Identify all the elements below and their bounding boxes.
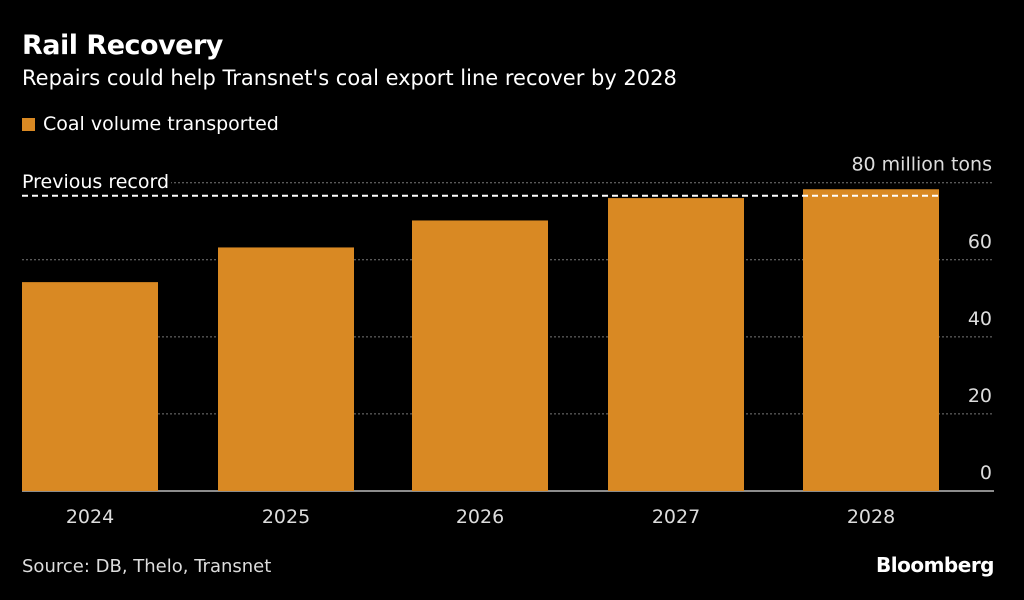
x-tick-label: 2024 xyxy=(66,506,114,528)
bar-2024 xyxy=(22,282,158,491)
legend-label: Coal volume transported xyxy=(43,113,279,135)
x-tick-label: 2025 xyxy=(262,506,310,528)
bar-2025 xyxy=(218,247,354,491)
chart-subtitle: Repairs could help Transnet's coal expor… xyxy=(22,66,677,90)
label-background xyxy=(20,170,172,193)
legend: Coal volume transported xyxy=(22,113,279,135)
y-tick-label: 40 xyxy=(968,308,992,330)
x-tick-label: 2027 xyxy=(652,506,700,528)
x-tick-label: 2028 xyxy=(847,506,895,528)
x-tick-label: 2026 xyxy=(456,506,504,528)
y-tick-label: 20 xyxy=(968,385,992,407)
bar-2028 xyxy=(803,189,939,491)
legend-swatch xyxy=(22,117,35,131)
bar-2026 xyxy=(412,220,548,492)
bloomberg-logo: Bloomberg xyxy=(876,553,994,577)
y-tick-label: 0 xyxy=(980,462,992,484)
chart-title: Rail Recovery xyxy=(22,30,223,61)
previous-record-label: Previous record xyxy=(22,171,169,193)
y-tick-label: 80 million tons xyxy=(851,154,992,176)
bar-2027 xyxy=(608,198,744,492)
source-note: Source: DB, Thelo, Transnet xyxy=(22,556,272,577)
y-tick-label: 60 xyxy=(968,231,992,253)
